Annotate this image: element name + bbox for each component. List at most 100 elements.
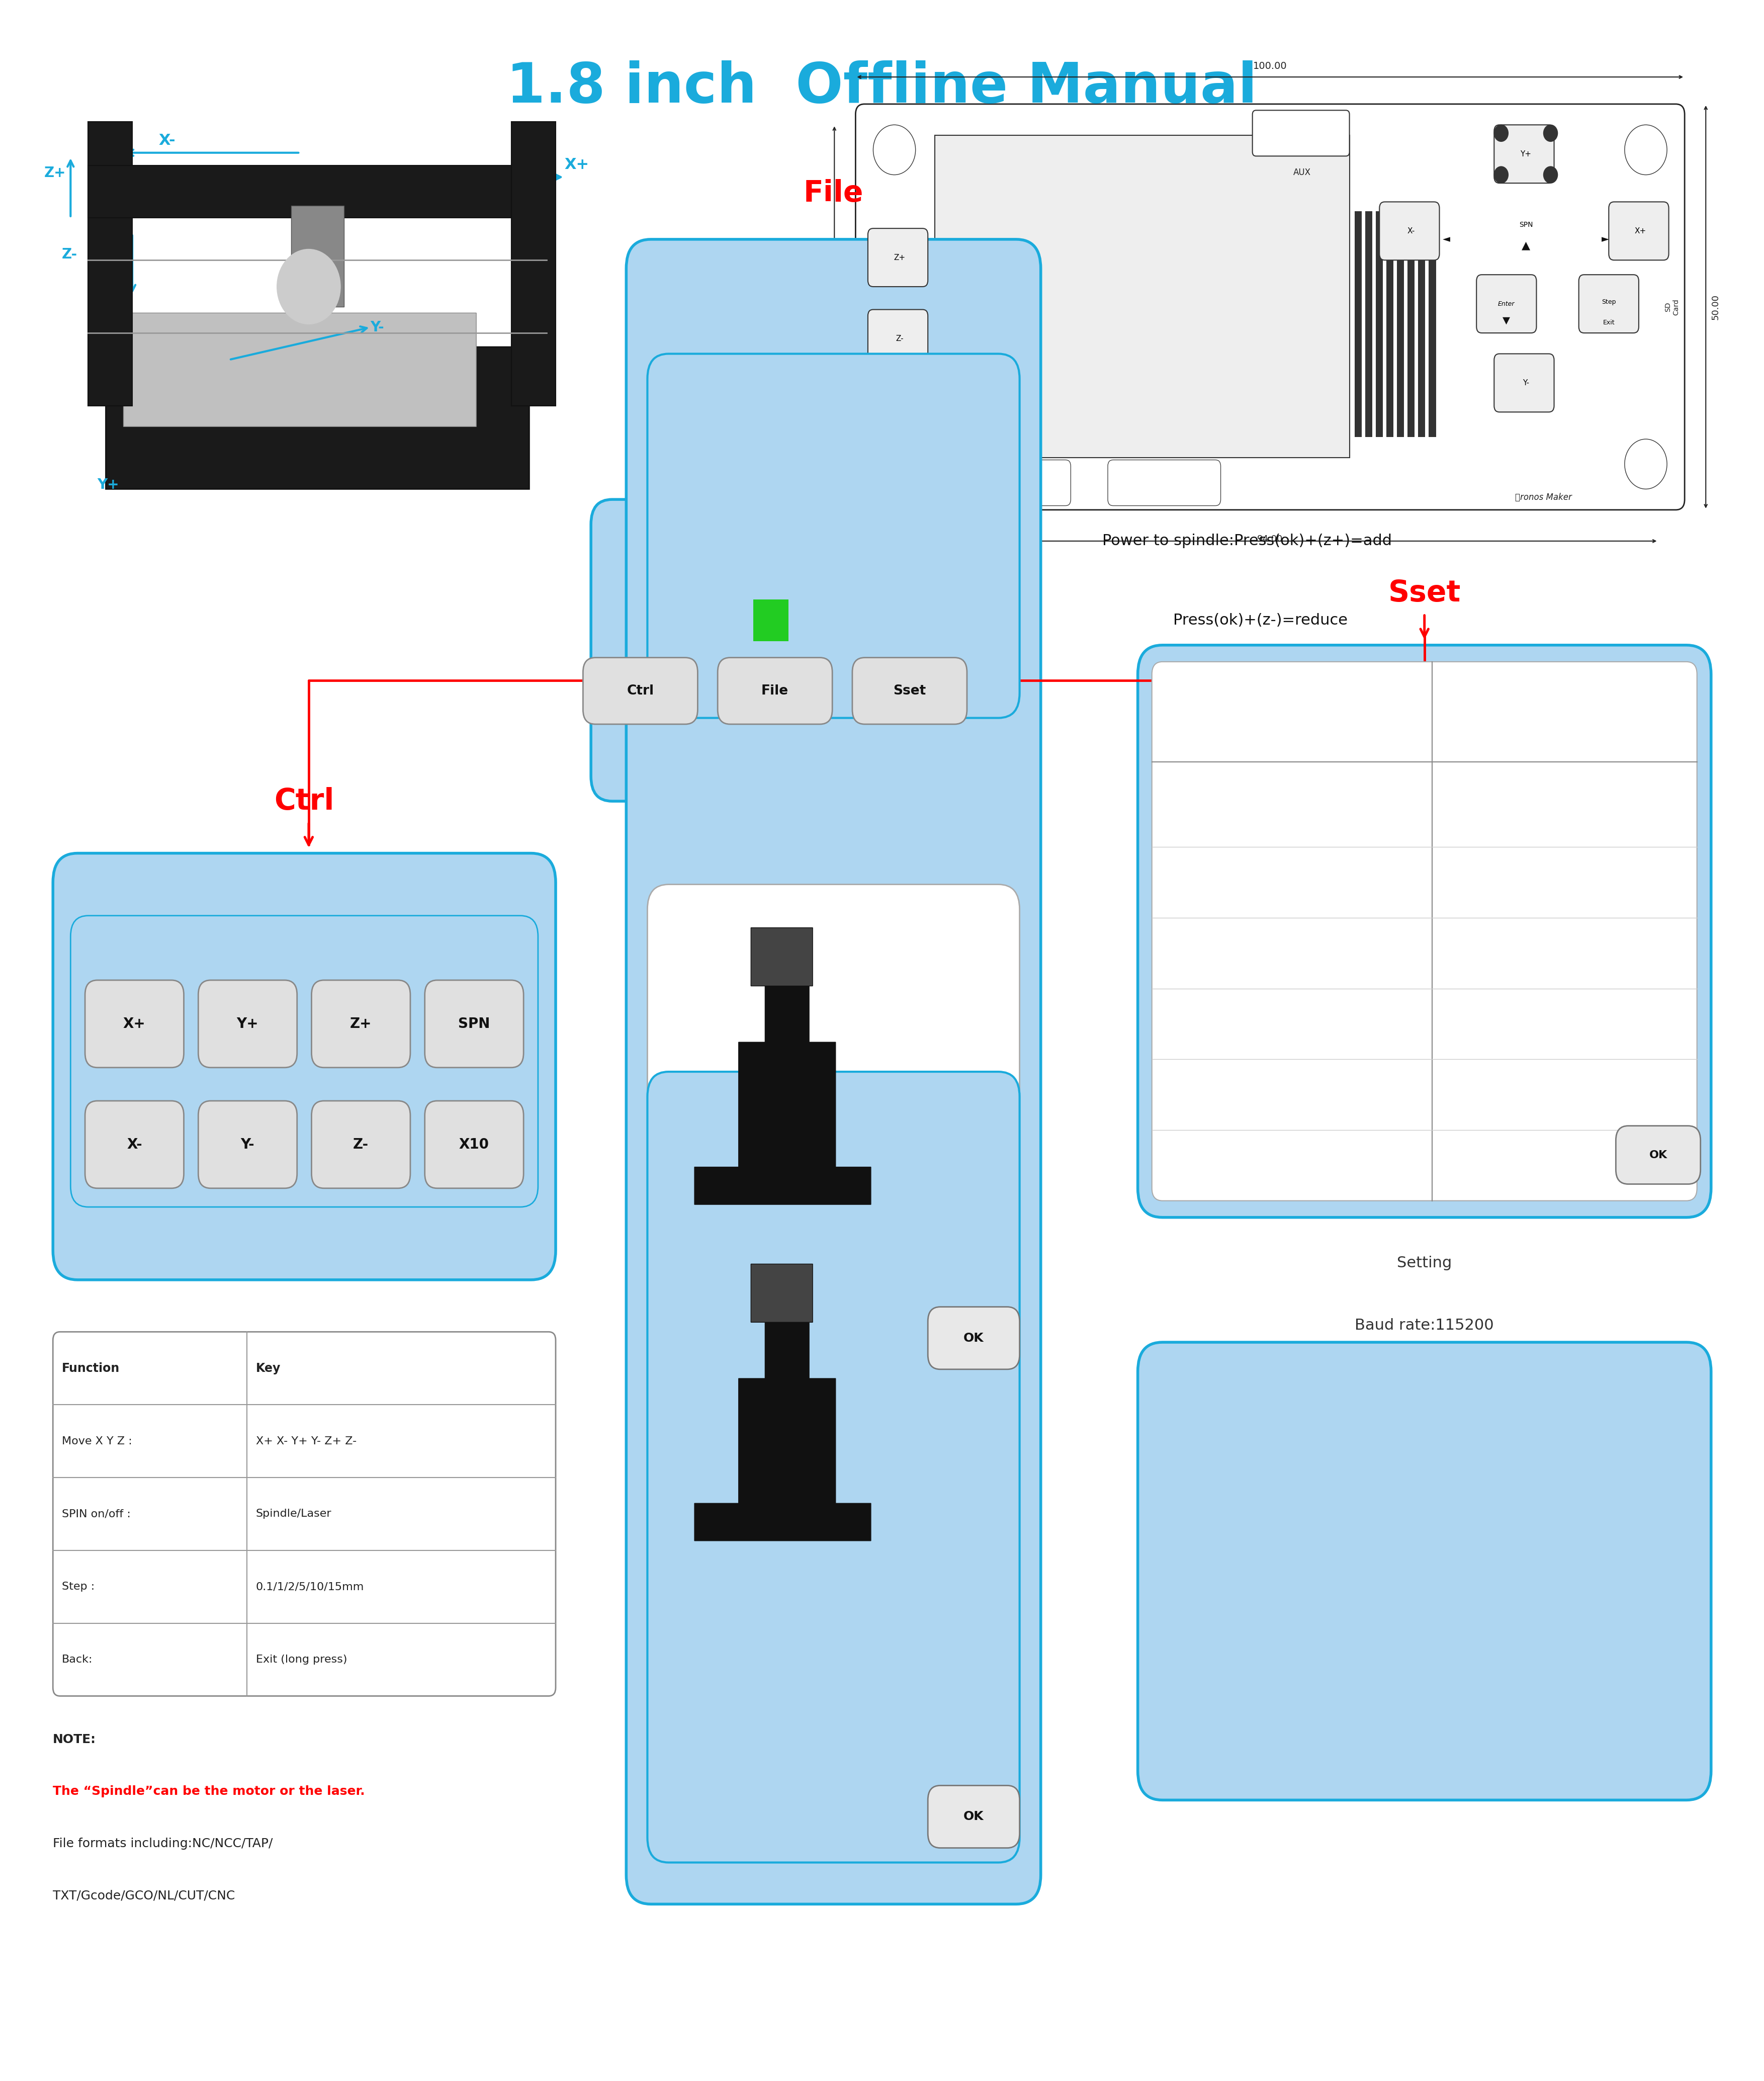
Text: MENU: MENU — [750, 427, 847, 456]
Text: Key: Key — [256, 1363, 280, 1373]
FancyBboxPatch shape — [1252, 110, 1349, 156]
Text: Back:: Back: — [62, 1654, 93, 1665]
FancyBboxPatch shape — [766, 976, 810, 1059]
FancyBboxPatch shape — [1379, 202, 1439, 260]
Text: 100.00: 100.00 — [1252, 60, 1288, 71]
Text: Hor:15: Hor:15 — [1170, 1020, 1207, 1028]
FancyBboxPatch shape — [868, 229, 928, 287]
Text: Press(Y+):Unlock: Press(Y+):Unlock — [1159, 1557, 1267, 1569]
FancyBboxPatch shape — [766, 1311, 810, 1394]
Text: 38400: 38400 — [1441, 949, 1476, 957]
Text: SPIN on/off :: SPIN on/off : — [62, 1509, 131, 1519]
Text: X+: X+ — [1635, 227, 1646, 235]
Text: TXT/Gcode/GCO/NL/CUT/CNC: TXT/Gcode/GCO/NL/CUT/CNC — [53, 1890, 235, 1902]
Text: Move Page: Move Page — [263, 903, 346, 920]
FancyBboxPatch shape — [123, 312, 476, 427]
Text: Ready To Print: Ready To Print — [780, 914, 887, 930]
Text: 94.00: 94.00 — [1258, 535, 1282, 543]
FancyBboxPatch shape — [928, 1307, 1020, 1369]
Text: Y-: Y- — [370, 320, 385, 335]
Text: Sset: Sset — [893, 685, 926, 697]
FancyBboxPatch shape — [695, 1502, 871, 1540]
Text: Baud rate:115200: Baud rate:115200 — [1355, 1317, 1494, 1334]
FancyBboxPatch shape — [106, 348, 529, 489]
Text: Dat:01: Dat:01 — [1170, 949, 1207, 957]
Text: Press(X+)Press(X-):Turn page: Press(X+)Press(X-):Turn page — [1159, 1706, 1342, 1719]
Text: 50.00: 50.00 — [1711, 293, 1720, 320]
Circle shape — [1494, 125, 1508, 142]
Bar — [1418, 210, 1425, 437]
Text: X10: X10 — [459, 1138, 489, 1151]
FancyBboxPatch shape — [626, 239, 1041, 1904]
FancyBboxPatch shape — [868, 310, 928, 368]
Circle shape — [1625, 125, 1667, 175]
Text: Z-: Z- — [353, 1138, 369, 1151]
FancyBboxPatch shape — [852, 658, 967, 724]
FancyBboxPatch shape — [1579, 275, 1639, 333]
FancyBboxPatch shape — [647, 354, 1020, 718]
Text: TF Card: TF Card — [1148, 493, 1180, 502]
Text: Step: Step — [1602, 298, 1616, 306]
Text: Enter: Enter — [1498, 300, 1515, 308]
Text: Z+: Z+ — [894, 254, 905, 262]
Text: Ctrl: Ctrl — [273, 787, 335, 816]
FancyBboxPatch shape — [1494, 125, 1554, 183]
Text: Z+: Z+ — [44, 166, 65, 181]
Bar — [1387, 210, 1394, 437]
Text: ►: ► — [1602, 235, 1609, 243]
Text: X-: X- — [1408, 227, 1415, 235]
Text: File formats including:NC/NCC/TAP/: File formats including:NC/NCC/TAP/ — [53, 1838, 273, 1850]
FancyBboxPatch shape — [1138, 645, 1711, 1217]
Bar — [1397, 210, 1404, 437]
Text: ▼: ▼ — [1503, 316, 1510, 325]
Text: Press(Z+):Change language: Press(Z+):Change language — [1159, 1482, 1335, 1494]
Text: Y+: Y+ — [236, 1018, 259, 1030]
Text: Exit (long press): Exit (long press) — [256, 1654, 348, 1665]
FancyBboxPatch shape — [85, 980, 183, 1068]
Text: SPN: SPN — [1519, 221, 1533, 229]
Bar — [1376, 210, 1383, 437]
Text: Min:13: Min:13 — [1170, 1090, 1207, 1099]
Circle shape — [1625, 439, 1667, 489]
Text: Running: Running — [803, 1879, 864, 1896]
Text: File: File — [762, 685, 789, 697]
FancyBboxPatch shape — [591, 499, 1005, 801]
Text: → S-Time:: → S-Time: — [1170, 718, 1237, 730]
FancyBboxPatch shape — [425, 1101, 524, 1188]
FancyBboxPatch shape — [71, 916, 538, 1207]
Text: Y-: Y- — [1522, 379, 1529, 387]
Bar — [753, 599, 789, 641]
Text: Function: Function — [62, 1363, 120, 1373]
Text: Sset: Sset — [1388, 579, 1461, 608]
Text: → Yer:20: → Yer:20 — [1170, 807, 1217, 816]
FancyBboxPatch shape — [1494, 354, 1554, 412]
FancyBboxPatch shape — [1616, 1126, 1700, 1184]
Bar — [88, 123, 132, 406]
Text: ◄: ◄ — [1443, 235, 1450, 243]
Text: Sec:25: Sec:25 — [1170, 1161, 1208, 1170]
Bar — [512, 123, 556, 406]
Text: Press(Y-):Back to origin: Press(Y-):Back to origin — [1159, 1632, 1304, 1644]
FancyBboxPatch shape — [312, 980, 411, 1068]
Bar — [291, 206, 344, 306]
Text: The “Spindle”can be the motor or the laser.: The “Spindle”can be the motor or the las… — [53, 1785, 365, 1798]
Text: 19200: 19200 — [1441, 1020, 1476, 1028]
Text: → 115200: → 115200 — [1441, 807, 1496, 816]
Text: Press(ok)+(z-)=reduce: Press(ok)+(z-)=reduce — [1173, 612, 1348, 628]
FancyBboxPatch shape — [739, 1378, 836, 1513]
Text: 1.8 inch  Offline Manual: 1.8 inch Offline Manual — [506, 60, 1258, 114]
Text: File: File — [803, 179, 864, 208]
FancyBboxPatch shape — [1108, 460, 1221, 506]
Text: X+ X- Y+ Y- Z+ Z-: X+ X- Y+ Y- Z+ Z- — [256, 1436, 356, 1446]
FancyBboxPatch shape — [695, 1167, 871, 1205]
Text: Z-: Z- — [62, 248, 78, 262]
FancyBboxPatch shape — [993, 460, 1071, 506]
FancyBboxPatch shape — [647, 884, 1020, 1384]
Text: 57600: 57600 — [1441, 878, 1476, 887]
FancyBboxPatch shape — [312, 1101, 411, 1188]
Text: Z-: Z- — [896, 335, 903, 343]
Text: Y+: Y+ — [1521, 150, 1531, 158]
Text: Confirm: Confirm — [803, 1480, 864, 1496]
Text: ⓖronos Maker: ⓖronos Maker — [1515, 493, 1572, 502]
Text: X+: X+ — [123, 1018, 146, 1030]
